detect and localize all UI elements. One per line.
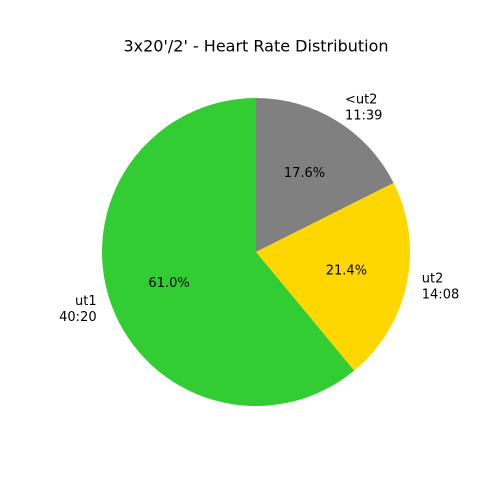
slice-time-ut2: 11:39 xyxy=(345,108,382,123)
slice-label-ut2: ut2 xyxy=(422,271,444,286)
slice-time-ut2: 14:08 xyxy=(422,287,459,302)
chart-title: 3x20'/2' - Heart Rate Distribution xyxy=(123,37,388,56)
percent-label-ut1: 61.0% xyxy=(148,276,189,291)
slice-label-ut1: ut1 xyxy=(75,294,97,309)
percent-label-ut2: 17.6% xyxy=(284,166,325,181)
slice-time-ut1: 40:20 xyxy=(59,310,96,325)
pie-slice-ut2 xyxy=(256,182,410,371)
slice-label-ut2: <ut2 xyxy=(345,92,378,107)
pie-slice-ut1 xyxy=(102,98,355,406)
pie-slice-ut2 xyxy=(256,98,394,252)
percent-label-ut2: 21.4% xyxy=(326,264,367,279)
pie-slices xyxy=(102,98,410,406)
